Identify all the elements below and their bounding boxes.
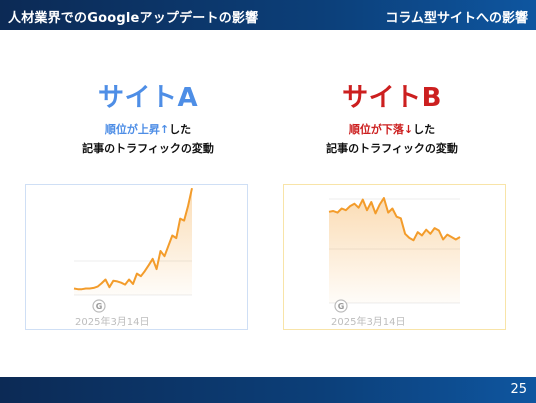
site-b-area <box>329 198 460 303</box>
site-a-series-line <box>73 187 193 291</box>
slide-subtitle: コラム型サイトへの影響 <box>385 11 528 26</box>
site-b-chart-svg: G 2025年3月14日 <box>328 197 461 328</box>
site-a-date-label: 2025年3月14日 <box>75 315 150 328</box>
site-b-date-label: 2025年3月14日 <box>331 315 406 328</box>
site-a-chart-svg: G 2025年3月14日 <box>73 187 193 328</box>
site-b-caption-line2: 記事のトラフィックの変動 <box>326 142 458 155</box>
page-number: 25 <box>510 382 527 397</box>
site-b-title: サイトB <box>342 83 442 113</box>
site-a-update-marker-icon <box>92 299 106 313</box>
site-b-caption: 順位が下落↓した 記事のトラフィックの変動 <box>272 120 512 158</box>
site-a-caption-line2: 記事のトラフィックの変動 <box>82 142 214 155</box>
site-a-chart: G 2025年3月14日 <box>25 184 248 330</box>
site-a-area <box>74 188 192 295</box>
site-a-title: サイトA <box>97 83 199 113</box>
site-b-caption-rest: した <box>413 123 436 136</box>
site-b-series-line <box>328 197 461 242</box>
site-a-caption-rest: した <box>169 123 192 136</box>
site-b-chart: G 2025年3月14日 <box>283 184 506 330</box>
site-a-caption: 順位が上昇↑した 記事のトラフィックの変動 <box>28 120 268 158</box>
site-b-caption-highlight: 順位が下落↓ <box>348 123 414 136</box>
site-b-update-marker-label: G <box>338 302 345 311</box>
slide-footer: 25 <box>0 377 536 403</box>
site-a-update-marker-label: G <box>96 302 103 311</box>
slide-title: 人材業界でのGoogleアップデートの影響 <box>8 11 259 26</box>
slide-header: 人材業界でのGoogleアップデートの影響 コラム型サイトへの影響 <box>0 0 536 30</box>
site-a-caption-highlight: 順位が上昇↑ <box>104 123 170 136</box>
site-b-update-marker-icon <box>334 299 348 313</box>
